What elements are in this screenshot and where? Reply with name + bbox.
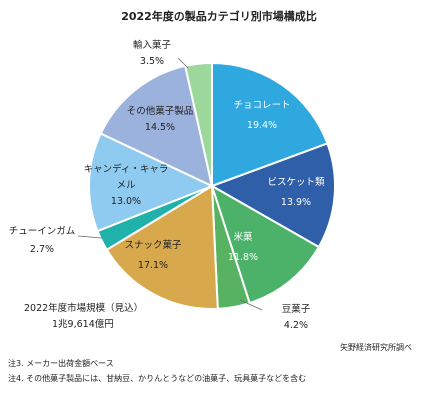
slice-1-label: チョコレート [233, 100, 290, 111]
slice-8-value-label: 14.5% [145, 122, 175, 133]
slice-9 [183, 61, 213, 187]
slice-5 [105, 184, 219, 310]
slice-6-value-label: 2.7% [30, 244, 54, 255]
leader-lines [77, 57, 263, 311]
slice-4-value-label: 4.2% [284, 320, 308, 331]
slice-7-value-label: 13.0% [111, 196, 141, 207]
slice-7 [88, 132, 215, 233]
slice-5-label: スナック菓子 [124, 239, 182, 251]
slice-3 [210, 183, 321, 305]
slice-9-leader-line [177, 57, 189, 69]
slice-4-leader-line [239, 299, 263, 311]
slice-8-label: その他菓子製品 [127, 105, 194, 117]
slice-1 [211, 61, 329, 188]
slice-2-value-label: 13.9% [281, 197, 311, 208]
slice-9-value-label: 3.5% [140, 56, 164, 67]
slice-3-value-label: 11.8% [228, 252, 258, 263]
slice-labels: チョコレート 19.4% ビスケット類 13.9% 米菓 11.8% 豆菓子 4.2% スナック… [9, 39, 325, 331]
slice-2-label: ビスケット類 [267, 177, 325, 188]
slice-6-leader-line [77, 235, 103, 239]
slice-5-value-label: 17.1% [138, 260, 168, 271]
slice-2 [209, 142, 336, 249]
source-credit: 矢野経済研究所調べ [340, 342, 412, 352]
market-size-value: 1兆9,614億円 [52, 318, 114, 330]
note-4: 注4. その他菓子製品には、甘納豆、かりんとうなどの油菓子、玩具菓子などを含む [8, 373, 306, 383]
note-3: 注3. メーカー出荷金額ベース [8, 358, 114, 368]
slice-1-value-label: 19.4% [247, 120, 277, 131]
slice-9-label: 輸入菓子 [133, 39, 172, 51]
slice-3-label: 米菓 [233, 231, 253, 243]
slice-6-label: チューインガム [9, 226, 76, 237]
slice-7-label-line-2: メル [116, 180, 136, 191]
chart-title: 2022年度の製品カテゴリ別市場構成比 [121, 9, 317, 23]
market-size-title: 2022年度市場規模（見込） [24, 302, 143, 314]
slice-8 [99, 64, 214, 188]
slice-4-label: 豆菓子 [282, 303, 311, 315]
pie-slices [88, 61, 336, 310]
slice-7-label-line-1: キャンディ・キャラ [84, 163, 169, 175]
